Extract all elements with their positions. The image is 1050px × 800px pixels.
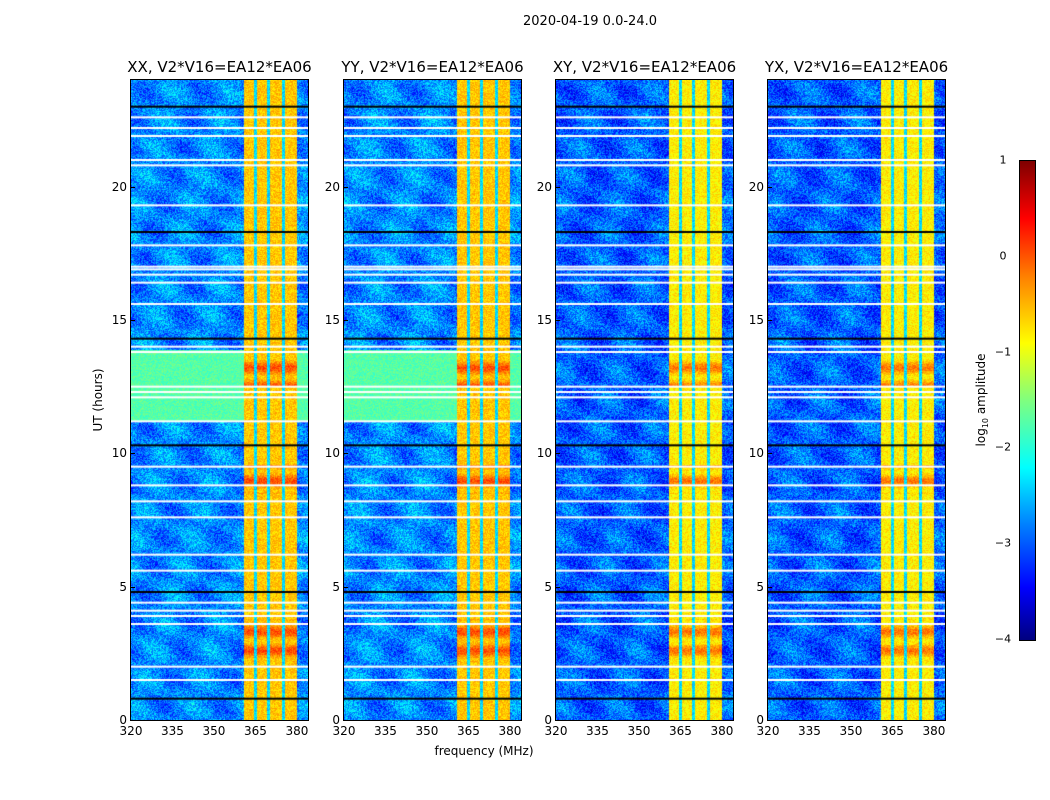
x-tick-label: 335 bbox=[374, 724, 397, 738]
y-tick-label: 20 bbox=[748, 179, 764, 194]
y-tick-label: 0 bbox=[332, 713, 340, 727]
x-tick-label: 320 bbox=[756, 724, 780, 738]
x-tick-label: 365 bbox=[669, 724, 692, 738]
x-tick-label: 350 bbox=[415, 724, 439, 738]
y-tick-label: 5 bbox=[119, 579, 127, 594]
x-tick-label: 350 bbox=[202, 724, 226, 738]
x-tick-label: 320 bbox=[119, 724, 143, 738]
y-tick-label: 10 bbox=[536, 446, 552, 461]
y-tick-mark bbox=[344, 320, 348, 321]
y-tick-label: 15 bbox=[748, 313, 764, 327]
x-tick-label: 350 bbox=[627, 724, 651, 738]
panel-title: XX, V2*V16=EA12*EA06 bbox=[127, 58, 312, 76]
colorbar-tick-label: 1 bbox=[999, 153, 1007, 167]
x-tick-label: 365 bbox=[457, 724, 480, 738]
colorbar-label: log10 amplitude bbox=[973, 353, 991, 447]
y-tick-label: 0 bbox=[119, 713, 127, 727]
y-tick-mark bbox=[556, 586, 560, 588]
y-tick-mark bbox=[768, 320, 772, 321]
y-tick-mark bbox=[556, 720, 560, 721]
x-tick-label: 365 bbox=[881, 724, 904, 738]
y-tick-mark bbox=[768, 720, 772, 721]
y-tick-mark bbox=[131, 186, 135, 188]
x-tick-label: 380 bbox=[922, 724, 946, 738]
y-tick-mark bbox=[344, 586, 348, 588]
y-tick-label: 5 bbox=[332, 579, 340, 594]
panel-title: XY, V2*V16=EA12*EA06 bbox=[552, 58, 737, 76]
x-tick-label: 380 bbox=[285, 724, 309, 738]
y-tick-label: 20 bbox=[536, 179, 552, 194]
y-tick-mark bbox=[344, 186, 348, 188]
colorbar bbox=[1019, 160, 1036, 641]
colorbar-tick-label: 0 bbox=[999, 249, 1007, 263]
y-tick-label: 0 bbox=[544, 713, 552, 727]
axes-frame bbox=[767, 79, 946, 721]
colorbar-tick-label: −1 bbox=[994, 345, 1012, 359]
y-tick-mark bbox=[131, 320, 135, 321]
x-tick-label: 350 bbox=[839, 724, 863, 738]
y-tick-label: 15 bbox=[324, 313, 340, 327]
y-tick-mark bbox=[768, 586, 772, 588]
heatmap-image bbox=[344, 80, 521, 720]
y-tick-label: 5 bbox=[544, 579, 552, 594]
y-tick-mark bbox=[556, 186, 560, 188]
spectrogram-panel: XY, V2*V16=EA12*EA06 0 5 10 15 20 320 335 350 365… bbox=[537, 58, 736, 738]
y-tick-label: 10 bbox=[324, 446, 340, 461]
y-tick-mark bbox=[131, 720, 135, 721]
y-tick-label: 20 bbox=[111, 179, 127, 194]
x-tick-label: 380 bbox=[498, 724, 522, 738]
heatmap-image bbox=[131, 80, 308, 720]
panel-title: YX, V2*V16=EA12*EA06 bbox=[764, 58, 949, 76]
heatmap-image bbox=[768, 80, 945, 720]
heatmap-image bbox=[556, 80, 733, 720]
y-tick-label: 15 bbox=[111, 313, 127, 327]
axes-frame bbox=[343, 79, 522, 721]
y-tick-mark bbox=[131, 586, 135, 588]
y-tick-label: 20 bbox=[324, 179, 340, 194]
y-tick-mark bbox=[768, 186, 772, 188]
x-tick-label: 335 bbox=[161, 724, 184, 738]
y-tick-label: 10 bbox=[111, 446, 127, 461]
y-tick-mark bbox=[768, 453, 772, 455]
colorbar-tick-label: −4 bbox=[994, 632, 1012, 646]
colorbar-tick-label: −2 bbox=[994, 440, 1012, 454]
colorbar-tick-label: −3 bbox=[994, 536, 1012, 550]
spectrogram-panel: YY, V2*V16=EA12*EA06 0 5 10 15 20 320 335 350 365… bbox=[325, 58, 524, 738]
x-tick-label: 335 bbox=[586, 724, 609, 738]
y-tick-label: 0 bbox=[756, 713, 764, 727]
x-axis-label: frequency (MHz) bbox=[434, 744, 534, 758]
x-tick-label: 320 bbox=[332, 724, 356, 738]
y-tick-mark bbox=[131, 453, 135, 455]
figure-title: 2020-04-19 0.0-24.0 bbox=[523, 14, 657, 29]
y-tick-mark bbox=[556, 320, 560, 321]
y-tick-label: 5 bbox=[756, 579, 764, 594]
y-axis-label: UT (hours) bbox=[91, 368, 105, 432]
y-tick-mark bbox=[556, 453, 560, 455]
y-tick-mark bbox=[344, 720, 348, 721]
axes-frame bbox=[130, 79, 309, 721]
x-tick-label: 380 bbox=[710, 724, 734, 738]
panel-title: YY, V2*V16=EA12*EA06 bbox=[341, 58, 524, 76]
spectrogram-panel: YX, V2*V16=EA12*EA06 0 5 10 15 20 320 335 350 365… bbox=[749, 58, 948, 738]
spectrogram-panel: XX, V2*V16=EA12*EA06 0 5 10 15 20 320 335 350 365… bbox=[112, 58, 312, 738]
axes-frame bbox=[555, 79, 734, 721]
y-tick-label: 15 bbox=[536, 313, 552, 327]
y-tick-mark bbox=[344, 453, 348, 455]
x-tick-label: 320 bbox=[544, 724, 568, 738]
x-tick-label: 365 bbox=[244, 724, 267, 738]
y-tick-label: 10 bbox=[748, 446, 764, 461]
x-tick-label: 335 bbox=[798, 724, 821, 738]
